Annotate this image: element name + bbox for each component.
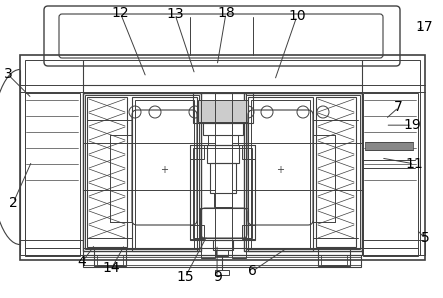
Text: 18: 18: [217, 7, 235, 20]
Bar: [244, 93, 362, 251]
Bar: [215, 270, 229, 275]
Bar: [203, 123, 243, 135]
Bar: [198, 100, 248, 122]
Bar: [207, 145, 239, 163]
Bar: [190, 145, 255, 240]
Bar: [132, 97, 197, 251]
Bar: [208, 135, 238, 145]
Text: 12: 12: [112, 7, 129, 20]
Bar: [321, 255, 347, 265]
Bar: [25, 248, 80, 256]
Text: 5: 5: [421, 232, 430, 245]
Bar: [85, 95, 199, 249]
Bar: [94, 248, 126, 266]
Bar: [201, 93, 215, 258]
Bar: [87, 97, 127, 247]
Bar: [246, 95, 360, 249]
Bar: [25, 60, 420, 255]
Bar: [363, 248, 418, 256]
Bar: [25, 93, 80, 248]
Text: 11: 11: [405, 157, 423, 171]
Bar: [190, 225, 204, 239]
Bar: [20, 240, 83, 255]
Text: 14: 14: [103, 261, 120, 275]
Bar: [242, 225, 255, 239]
Bar: [248, 97, 313, 251]
Text: 6: 6: [248, 264, 257, 278]
Bar: [365, 142, 413, 150]
Bar: [135, 100, 194, 248]
Text: 15: 15: [176, 270, 194, 284]
Bar: [363, 93, 418, 248]
Text: 13: 13: [166, 7, 184, 21]
Bar: [190, 145, 204, 159]
Text: 17: 17: [416, 20, 433, 34]
Bar: [83, 93, 201, 251]
Text: 3: 3: [4, 68, 12, 81]
Text: 2: 2: [9, 196, 18, 209]
Text: 4: 4: [78, 255, 86, 269]
Text: 7: 7: [394, 100, 403, 114]
Bar: [193, 148, 252, 238]
Bar: [210, 163, 236, 193]
Bar: [362, 240, 425, 255]
Text: +: +: [160, 165, 168, 175]
Bar: [83, 255, 361, 267]
Text: 10: 10: [288, 10, 306, 23]
Bar: [83, 257, 361, 265]
Bar: [242, 145, 255, 159]
Bar: [318, 248, 350, 266]
Bar: [193, 93, 253, 123]
Bar: [200, 208, 248, 238]
Bar: [214, 193, 232, 207]
Bar: [97, 255, 123, 265]
Bar: [316, 97, 356, 247]
Text: 19: 19: [403, 118, 421, 132]
Bar: [232, 93, 246, 258]
Bar: [216, 250, 228, 256]
Text: +: +: [276, 165, 284, 175]
Bar: [20, 55, 425, 260]
Bar: [213, 240, 233, 250]
Bar: [251, 100, 310, 248]
Text: 9: 9: [213, 270, 222, 284]
